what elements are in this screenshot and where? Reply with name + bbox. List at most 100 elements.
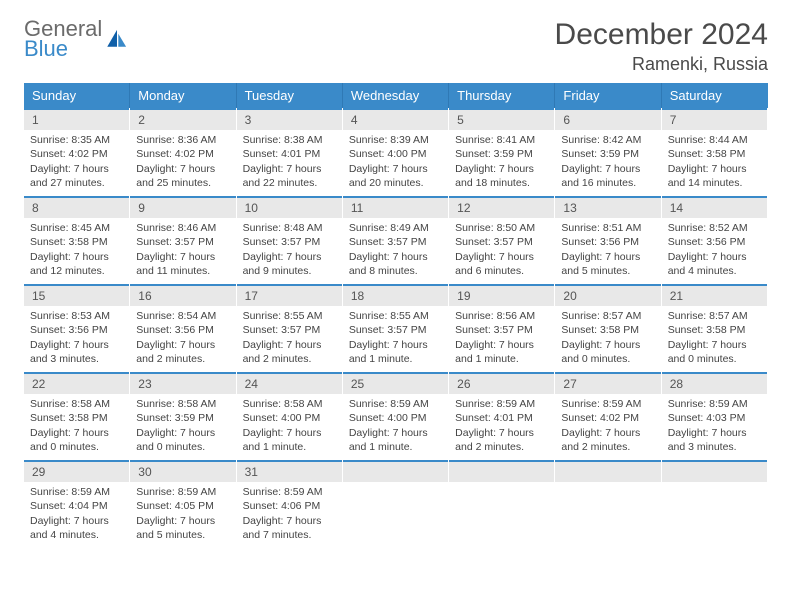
header: General Blue December 2024 Ramenki, Russ… — [24, 18, 768, 75]
day-number: 18 — [343, 284, 448, 306]
daylight-text: Daylight: 7 hours and 11 minutes. — [136, 250, 229, 278]
sunset-text: Sunset: 3:58 PM — [668, 147, 761, 161]
daylight-text: Daylight: 7 hours and 2 minutes. — [243, 338, 336, 366]
sunrise-text: Sunrise: 8:45 AM — [30, 221, 123, 235]
daylight-text: Daylight: 7 hours and 4 minutes. — [668, 250, 761, 278]
day-info: Sunrise: 8:57 AMSunset: 3:58 PMDaylight:… — [555, 306, 660, 372]
sunset-text: Sunset: 3:58 PM — [30, 411, 123, 425]
calendar-cell: 12Sunrise: 8:50 AMSunset: 3:57 PMDayligh… — [449, 196, 555, 284]
day-info: Sunrise: 8:51 AMSunset: 3:56 PMDaylight:… — [555, 218, 660, 284]
day-number — [343, 460, 448, 482]
sunrise-text: Sunrise: 8:59 AM — [561, 397, 654, 411]
sunset-text: Sunset: 4:05 PM — [136, 499, 229, 513]
day-number: 17 — [237, 284, 342, 306]
sunset-text: Sunset: 4:02 PM — [30, 147, 123, 161]
sunset-text: Sunset: 3:57 PM — [136, 235, 229, 249]
day-number: 24 — [237, 372, 342, 394]
sunrise-text: Sunrise: 8:53 AM — [30, 309, 123, 323]
daylight-text: Daylight: 7 hours and 1 minute. — [349, 426, 442, 454]
calendar-cell: 14Sunrise: 8:52 AMSunset: 3:56 PMDayligh… — [662, 196, 768, 284]
title-block: December 2024 Ramenki, Russia — [555, 18, 768, 75]
sunrise-text: Sunrise: 8:59 AM — [455, 397, 548, 411]
sunset-text: Sunset: 3:57 PM — [349, 235, 442, 249]
weekday-label: Saturday — [662, 83, 768, 108]
sunset-text: Sunset: 3:56 PM — [136, 323, 229, 337]
calendar-cell: 24Sunrise: 8:58 AMSunset: 4:00 PMDayligh… — [237, 372, 343, 460]
day-number: 2 — [130, 108, 235, 130]
calendar-cell: 23Sunrise: 8:58 AMSunset: 3:59 PMDayligh… — [130, 372, 236, 460]
logo-text: General Blue — [24, 18, 102, 60]
sunset-text: Sunset: 3:59 PM — [561, 147, 654, 161]
sunrise-text: Sunrise: 8:59 AM — [668, 397, 761, 411]
day-info: Sunrise: 8:58 AMSunset: 3:58 PMDaylight:… — [24, 394, 129, 460]
calendar-cell: 27 Sunrise: 8:59 AMSunset: 4:02 PMDayligh… — [555, 372, 661, 460]
daylight-text: Daylight: 7 hours and 2 minutes. — [561, 426, 654, 454]
daylight-text: Daylight: 7 hours and 0 minutes. — [668, 338, 761, 366]
daylight-text: Daylight: 7 hours and 1 minute. — [349, 338, 442, 366]
day-info: Sunrise: 8:57 AMSunset: 3:58 PMDaylight:… — [662, 306, 767, 372]
day-number: 25 — [343, 372, 448, 394]
logo: General Blue — [24, 18, 130, 60]
day-info: Sunrise: 8:44 AMSunset: 3:58 PMDaylight:… — [662, 130, 767, 196]
day-number — [662, 460, 767, 482]
day-number: 3 — [237, 108, 342, 130]
day-number: 19 — [449, 284, 554, 306]
day-number: 28 — [662, 372, 767, 394]
calendar-cell — [343, 460, 449, 548]
sunrise-text: Sunrise: 8:58 AM — [136, 397, 229, 411]
day-number: 27 — [555, 372, 660, 394]
weekday-label: Thursday — [449, 83, 555, 108]
day-info: Sunrise: 8:35 AMSunset: 4:02 PMDaylight:… — [24, 130, 129, 196]
sunset-text: Sunset: 3:57 PM — [349, 323, 442, 337]
calendar-cell: 22Sunrise: 8:58 AMSunset: 3:58 PMDayligh… — [24, 372, 130, 460]
day-info: Sunrise: 8:59 AMSunset: 4:03 PMDaylight:… — [662, 394, 767, 460]
calendar-cell: 10Sunrise: 8:48 AMSunset: 3:57 PMDayligh… — [237, 196, 343, 284]
day-info: Sunrise: 8:49 AMSunset: 3:57 PMDaylight:… — [343, 218, 448, 284]
day-number: 29 — [24, 460, 129, 482]
daylight-text: Daylight: 7 hours and 1 minute. — [455, 338, 548, 366]
daylight-text: Daylight: 7 hours and 27 minutes. — [30, 162, 123, 190]
day-number: 10 — [237, 196, 342, 218]
day-info: Sunrise: 8:54 AMSunset: 3:56 PMDaylight:… — [130, 306, 235, 372]
daylight-text: Daylight: 7 hours and 7 minutes. — [243, 514, 336, 542]
sunset-text: Sunset: 4:02 PM — [561, 411, 654, 425]
day-info: Sunrise: 8:38 AMSunset: 4:01 PMDaylight:… — [237, 130, 342, 196]
sunrise-text: Sunrise: 8:59 AM — [136, 485, 229, 499]
calendar-cell: 2 Sunrise: 8:36 AMSunset: 4:02 PMDaylight… — [130, 108, 236, 196]
sunset-text: Sunset: 4:00 PM — [349, 147, 442, 161]
calendar-cell: 29Sunrise: 8:59 AMSunset: 4:04 PMDayligh… — [24, 460, 130, 548]
calendar-cell: 28Sunrise: 8:59 AMSunset: 4:03 PMDayligh… — [662, 372, 768, 460]
day-info: Sunrise: 8:42 AMSunset: 3:59 PMDaylight:… — [555, 130, 660, 196]
daylight-text: Daylight: 7 hours and 0 minutes. — [136, 426, 229, 454]
daylight-text: Daylight: 7 hours and 5 minutes. — [136, 514, 229, 542]
daylight-text: Daylight: 7 hours and 25 minutes. — [136, 162, 229, 190]
sunset-text: Sunset: 3:59 PM — [455, 147, 548, 161]
calendar-cell: 7Sunrise: 8:44 AMSunset: 3:58 PMDaylight… — [662, 108, 768, 196]
day-number: 14 — [662, 196, 767, 218]
day-number: 26 — [449, 372, 554, 394]
day-info: Sunrise: 8:59 AMSunset: 4:04 PMDaylight:… — [24, 482, 129, 548]
sunrise-text: Sunrise: 8:58 AM — [243, 397, 336, 411]
sunrise-text: Sunrise: 8:49 AM — [349, 221, 442, 235]
day-info: Sunrise: 8:46 AMSunset: 3:57 PMDaylight:… — [130, 218, 235, 284]
day-number: 5 — [449, 108, 554, 130]
day-number: 21 — [662, 284, 767, 306]
day-number: 8 — [24, 196, 129, 218]
sunrise-text: Sunrise: 8:50 AM — [455, 221, 548, 235]
sunset-text: Sunset: 4:02 PM — [136, 147, 229, 161]
daylight-text: Daylight: 7 hours and 8 minutes. — [349, 250, 442, 278]
daylight-text: Daylight: 7 hours and 0 minutes. — [561, 338, 654, 366]
calendar-cell — [662, 460, 768, 548]
day-number: 9 — [130, 196, 235, 218]
sunrise-text: Sunrise: 8:36 AM — [136, 133, 229, 147]
day-number: 20 — [555, 284, 660, 306]
weekday-label: Tuesday — [237, 83, 343, 108]
day-info: Sunrise: 8:53 AMSunset: 3:56 PMDaylight:… — [24, 306, 129, 372]
day-info: Sunrise: 8:48 AMSunset: 3:57 PMDaylight:… — [237, 218, 342, 284]
sunset-text: Sunset: 3:57 PM — [243, 323, 336, 337]
sunrise-text: Sunrise: 8:42 AM — [561, 133, 654, 147]
sunset-text: Sunset: 3:56 PM — [561, 235, 654, 249]
calendar-cell: 26Sunrise: 8:59 AMSunset: 4:01 PMDayligh… — [449, 372, 555, 460]
sunrise-text: Sunrise: 8:56 AM — [455, 309, 548, 323]
day-number: 1 — [24, 108, 129, 130]
